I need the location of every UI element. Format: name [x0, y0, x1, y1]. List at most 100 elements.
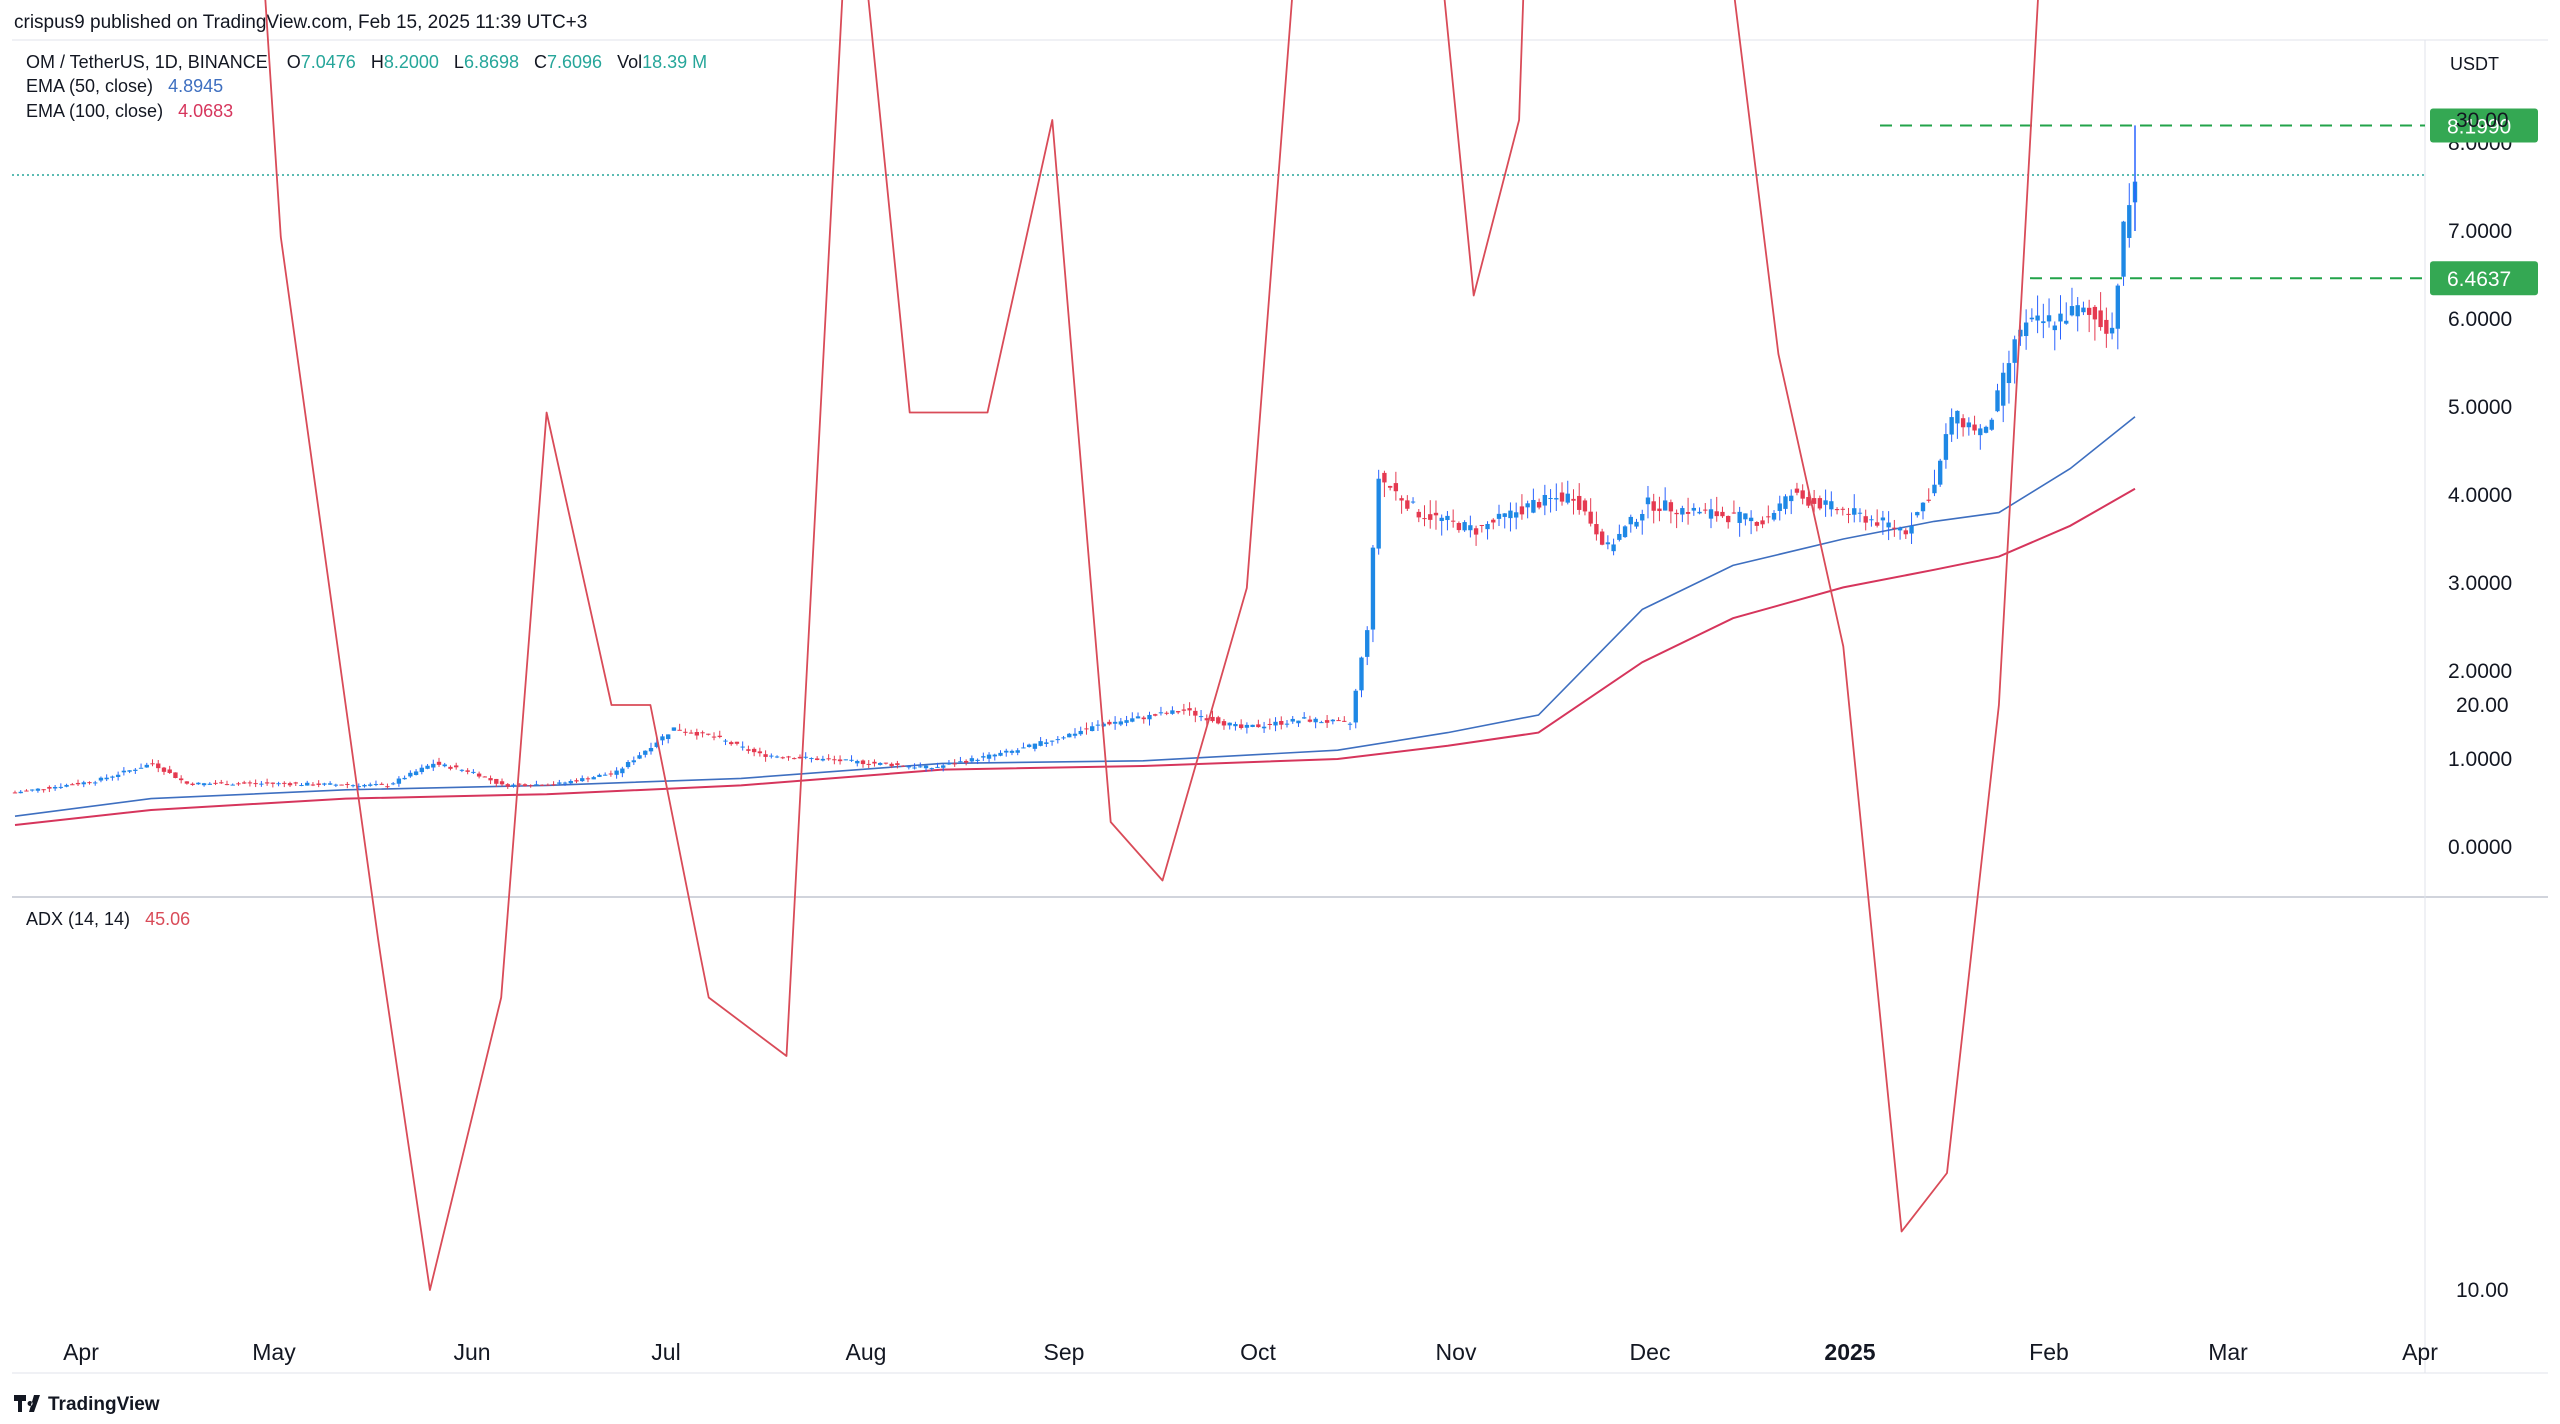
candle-body — [1055, 739, 1060, 741]
candle-body — [1680, 508, 1685, 515]
candle-body — [1164, 712, 1169, 714]
candle-body — [666, 734, 671, 739]
candle-body — [1611, 544, 1616, 552]
candle-body — [70, 784, 75, 786]
candle-body — [499, 781, 505, 785]
candle-body — [912, 767, 917, 769]
candle-body — [998, 752, 1003, 756]
candle-body — [1336, 720, 1341, 722]
legend-ema50[interactable]: EMA (50, close) 4.8945 — [26, 76, 223, 96]
candle-body — [963, 760, 969, 763]
adx-value: 45.06 — [145, 909, 190, 929]
candle-body — [1622, 526, 1628, 538]
candle-body — [1542, 494, 1548, 506]
candle-body — [1588, 511, 1593, 524]
candle-body — [895, 763, 900, 765]
candle-body — [368, 784, 373, 786]
candle-body — [1324, 720, 1330, 723]
candle-body — [946, 763, 952, 765]
candle-body — [1599, 531, 1605, 545]
candle-body — [1387, 485, 1393, 488]
candle-body — [2121, 221, 2126, 277]
candle-body — [860, 760, 866, 765]
candle-body — [568, 780, 573, 784]
candle-body — [87, 782, 92, 784]
level-tag — [2430, 108, 2538, 143]
candle-body — [104, 777, 109, 780]
candle-body — [64, 784, 69, 787]
candle-body — [792, 758, 797, 760]
candle-body — [1405, 500, 1410, 509]
time-axis-label: Jul — [651, 1339, 680, 1365]
candle-body — [1811, 498, 1817, 504]
level-tag — [2430, 261, 2538, 296]
candle-body — [1284, 723, 1290, 725]
candle-body — [1852, 508, 1857, 515]
candle-body — [127, 770, 132, 772]
candle-body — [373, 784, 379, 786]
candle-body — [471, 771, 476, 773]
candle-body — [1708, 509, 1714, 519]
candle-body — [98, 777, 104, 781]
adx-label: ADX (14, 14) — [26, 909, 130, 929]
candle-body — [746, 749, 751, 751]
candle-body — [1571, 498, 1576, 501]
candle-body — [1307, 719, 1313, 722]
ema-line — [14, 416, 2136, 817]
candle-body — [1422, 518, 1427, 520]
legend-symbol[interactable]: OM / TetherUS, 1D, BINANCE O7.0476 H8.20… — [26, 52, 707, 72]
candle-body — [1662, 500, 1668, 511]
candle-body — [878, 762, 883, 765]
candle-body — [1754, 522, 1760, 526]
candle-body — [1158, 712, 1164, 714]
candle-body — [1743, 513, 1748, 520]
candle-body — [958, 761, 963, 763]
candle-body — [178, 778, 184, 781]
footer-brand: TradingView — [48, 1394, 160, 1415]
candle-body — [219, 782, 224, 784]
candle-body — [1594, 524, 1599, 535]
candle-body — [1536, 502, 1542, 508]
candle-body — [339, 784, 344, 786]
candle-body — [1072, 733, 1078, 736]
candle-body — [585, 778, 591, 780]
candle-body — [1651, 501, 1656, 511]
candle-body — [2069, 306, 2075, 316]
candle-body — [694, 731, 700, 736]
candle-body — [1290, 718, 1295, 722]
legend-open-value: 7.0476 — [301, 52, 356, 72]
candle-body — [1554, 498, 1559, 500]
candle-body — [1972, 424, 1977, 431]
candle-body — [574, 780, 579, 782]
candle-body — [528, 785, 533, 787]
candle-body — [385, 786, 390, 788]
candle-body — [1061, 737, 1066, 739]
candle-body — [362, 784, 367, 787]
candle-body — [1703, 509, 1708, 511]
legend-high-key: H — [371, 52, 384, 72]
candle-body — [1846, 513, 1851, 515]
candle-body — [906, 766, 912, 768]
adx-legend[interactable]: ADX (14, 14) 45.06 — [26, 909, 190, 929]
candle-body — [1353, 690, 1358, 723]
candle-body — [1731, 512, 1737, 514]
candle-body — [465, 770, 470, 772]
candle-body — [299, 785, 304, 787]
candle-body — [517, 783, 522, 785]
candle-body — [190, 783, 195, 785]
candle-body — [2001, 372, 2006, 406]
candle-body — [133, 769, 138, 771]
candle-body — [1004, 750, 1009, 753]
candle-body — [952, 763, 957, 765]
candle-body — [1227, 722, 1232, 726]
time-axis-label: Apr — [2402, 1339, 2438, 1365]
candle-body — [1989, 419, 1994, 430]
candle-body — [1393, 483, 1399, 492]
legend-ema100[interactable]: EMA (100, close) 4.0683 — [26, 101, 233, 121]
candle-body — [2086, 307, 2092, 315]
candle-body — [1468, 525, 1473, 531]
candle-body — [1496, 513, 1502, 519]
adx-layer — [264, 0, 2039, 1291]
legend-low-value: 6.8698 — [464, 52, 519, 72]
